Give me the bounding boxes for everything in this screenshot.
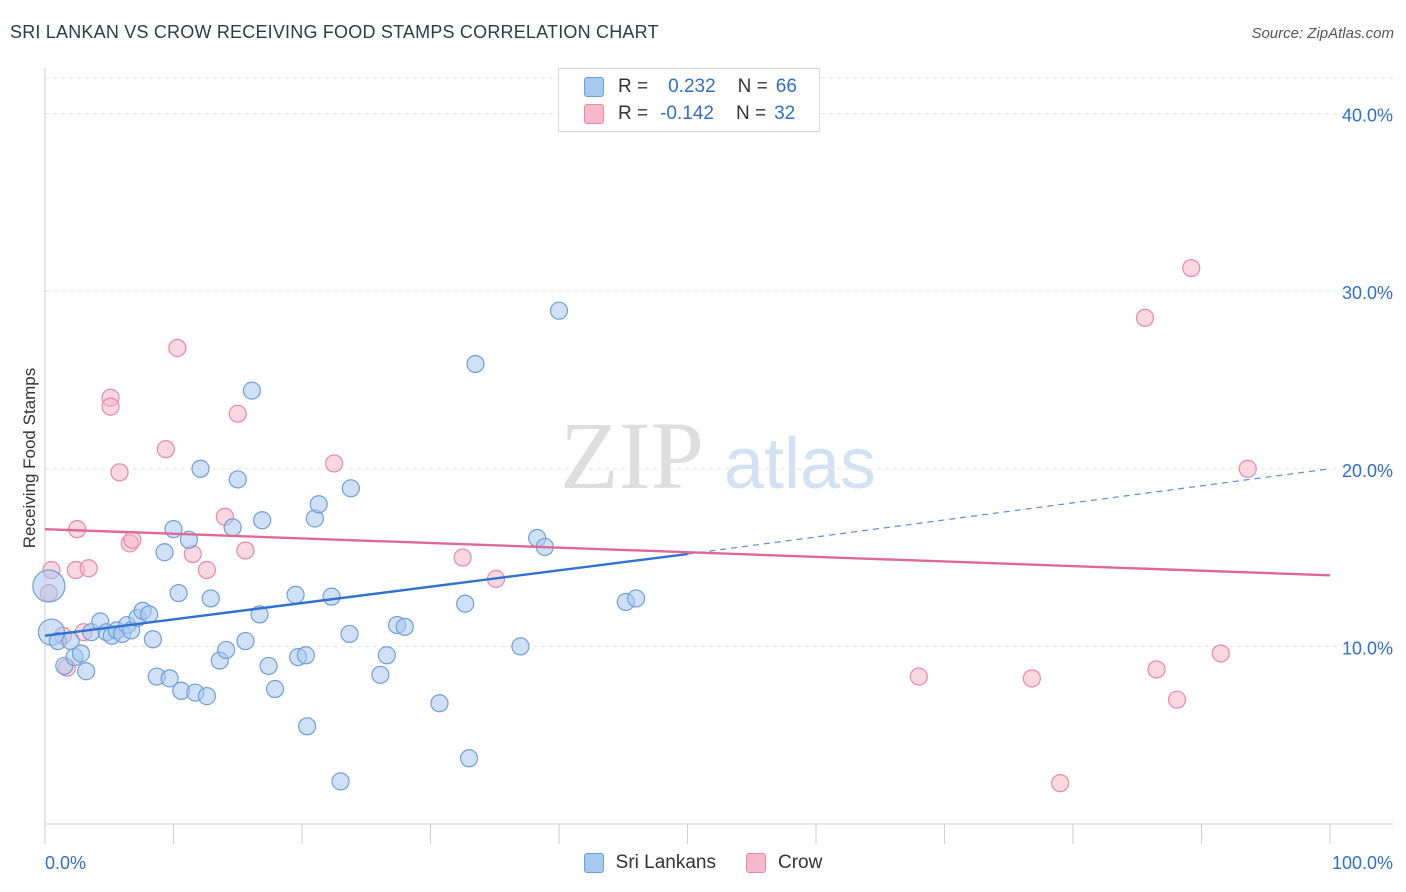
crow-point <box>1147 660 1166 679</box>
legend-label-crow: Crow <box>778 852 823 873</box>
legend-swatch-crow <box>746 853 766 873</box>
sri-lankans-point <box>191 459 210 478</box>
crow-point <box>325 454 344 473</box>
crow-point <box>1022 669 1041 688</box>
y-tick-label: 20.0% <box>1342 461 1393 481</box>
x-tick-label: 100.0% <box>1332 853 1393 873</box>
sri-lankans-point <box>371 665 390 684</box>
y-tick-label: 30.0% <box>1342 283 1393 303</box>
sri-lankans-trend-extension <box>687 468 1331 555</box>
sri-lankans-point <box>456 594 475 613</box>
crow-point <box>1211 644 1230 663</box>
sri-lankans-point <box>169 583 188 603</box>
crow-point <box>1051 774 1070 793</box>
crow-point <box>156 440 175 459</box>
sri-lankans-point <box>236 631 255 651</box>
sri-lankans-point <box>32 569 66 603</box>
sri-lankans-point <box>549 301 569 320</box>
crow-point <box>123 530 142 549</box>
legend-n-value: 32 <box>774 103 796 124</box>
crow-point <box>101 397 120 416</box>
crow-point <box>453 548 472 567</box>
sri-lankans-point <box>459 749 479 768</box>
sri-lankans-point <box>511 637 530 656</box>
crow-point <box>1135 308 1155 327</box>
legend-swatch-sri-lankans <box>583 853 604 873</box>
sri-lankans-point <box>71 644 91 663</box>
legend-n-value: 66 <box>775 76 797 97</box>
sri-lankans-point <box>160 669 179 688</box>
crow-point <box>1238 459 1257 478</box>
sri-lankans-point <box>466 354 485 374</box>
x-tick-label: 0.0% <box>45 853 86 873</box>
sri-lankans-point <box>265 679 285 699</box>
sri-lankans-point <box>340 624 359 644</box>
legend-item-crow: Crow <box>746 852 822 874</box>
sri-lankans-point <box>430 694 449 713</box>
sri-lankans-point <box>77 662 96 681</box>
sri-lankans-point <box>322 587 341 606</box>
legend-swatch-sri-lankans <box>584 77 604 97</box>
crow-point <box>79 559 98 578</box>
correlation-legend: R = 0.232 N = 66 R = -0.142 N = 32 <box>558 68 820 132</box>
legend-r-value: 0.232 <box>668 76 716 97</box>
sri-lankans-trend-line <box>44 552 688 637</box>
crow-point <box>168 338 187 358</box>
sri-lankans-point <box>395 617 414 636</box>
legend-r-value: -0.142 <box>660 103 714 124</box>
crow-point <box>1182 258 1201 278</box>
legend-item-sri-lankans: Sri Lankans <box>583 852 716 874</box>
sri-lankans-point <box>155 543 174 562</box>
sri-lankans-point <box>228 470 247 489</box>
watermark-atlas: atlas <box>724 424 876 504</box>
sri-lankans-point <box>341 479 360 498</box>
legend-swatch-crow <box>584 104 604 124</box>
sri-lankans-point <box>143 630 163 649</box>
y-tick-label: 40.0% <box>1342 106 1393 126</box>
sri-lankans-point <box>296 646 315 665</box>
legend-n-label: N = <box>737 76 768 97</box>
crow-trend-line <box>44 527 1331 577</box>
sri-lankans-point <box>309 495 328 514</box>
sri-lankans-point <box>197 687 217 706</box>
crow-point <box>228 404 247 423</box>
crow-point <box>1167 690 1187 709</box>
sri-lankans-point <box>377 646 396 665</box>
y-tick-label: 10.0% <box>1342 638 1393 658</box>
sri-lankans-point <box>253 511 272 530</box>
source-label: Source: ZipAtlas.com <box>1251 25 1394 42</box>
chart-title: SRI LANKAN VS CROW RECEIVING FOOD STAMPS… <box>10 22 659 42</box>
sri-lankans-point <box>626 589 646 608</box>
legend-r-label: R = <box>618 76 649 97</box>
legend-label-sri-lankans: Sri Lankans <box>615 852 716 873</box>
crow-point <box>197 560 217 580</box>
sri-lankans-point <box>201 589 220 608</box>
sri-lankans-point <box>259 656 278 676</box>
sri-lankans-point <box>217 640 236 660</box>
series-legend: Sri Lankans Crow <box>0 852 1406 874</box>
legend-row-crow: R = -0.142 N = 32 <box>584 103 795 125</box>
legend-r-label: R = <box>618 103 649 124</box>
crow-point <box>110 463 129 482</box>
legend-n-label: N = <box>735 103 767 124</box>
sri-lankans-point <box>286 585 305 604</box>
sri-lankans-point <box>298 717 317 736</box>
sri-lankans-point <box>223 518 242 537</box>
crow-point <box>236 541 255 560</box>
sri-lankans-point <box>331 772 350 791</box>
sri-lankans-point <box>139 605 159 624</box>
sri-lankans-point <box>242 381 261 400</box>
crow-point <box>909 667 928 686</box>
watermark-zip: ZIP <box>560 402 704 509</box>
legend-row-sri-lankans: R = 0.232 N = 66 <box>584 76 797 98</box>
